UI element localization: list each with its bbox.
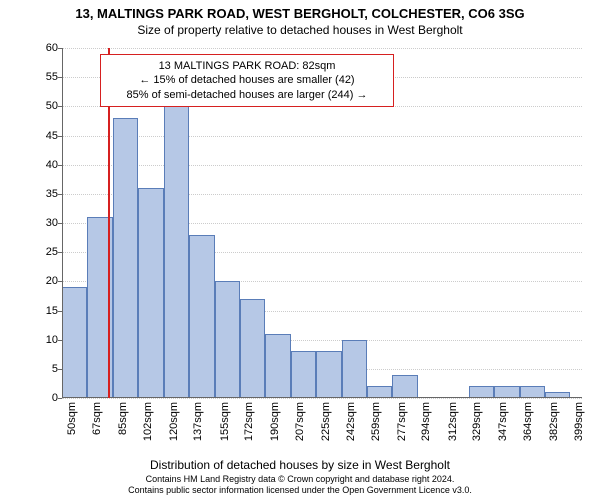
annotation-line: ← 15% of detached houses are smaller (42… xyxy=(109,73,385,87)
histogram-bar xyxy=(265,334,290,398)
histogram-bar xyxy=(240,299,265,398)
x-tick-label: 259sqm xyxy=(370,402,382,462)
y-tick-label: 20 xyxy=(28,275,58,287)
x-tick-label: 67sqm xyxy=(91,402,103,462)
x-tick-label: 277sqm xyxy=(396,402,408,462)
annotation-line: 13 MALTINGS PARK ROAD: 82sqm xyxy=(109,59,385,73)
x-tick-label: 364sqm xyxy=(522,402,534,462)
x-tick-label: 312sqm xyxy=(447,402,459,462)
y-tick-label: 45 xyxy=(28,130,58,142)
y-axis-line xyxy=(62,48,63,398)
histogram-bar xyxy=(164,106,189,398)
y-tick-label: 5 xyxy=(28,363,58,375)
attribution-line2: Contains public sector information licen… xyxy=(0,485,600,496)
x-tick-label: 329sqm xyxy=(471,402,483,462)
x-tick-label: 399sqm xyxy=(573,402,585,462)
grid-line xyxy=(62,165,582,166)
x-axis-label: Distribution of detached houses by size … xyxy=(0,458,600,472)
annotation-box: 13 MALTINGS PARK ROAD: 82sqm← 15% of det… xyxy=(100,54,394,107)
grid-line xyxy=(62,136,582,137)
histogram-bar xyxy=(291,351,316,398)
y-tick-mark xyxy=(58,398,62,399)
x-tick-label: 190sqm xyxy=(269,402,281,462)
x-tick-label: 155sqm xyxy=(219,402,231,462)
y-tick-label: 15 xyxy=(28,305,58,317)
grid-line xyxy=(62,48,582,49)
histogram-bar xyxy=(113,118,138,398)
y-tick-label: 50 xyxy=(28,100,58,112)
x-tick-label: 137sqm xyxy=(192,402,204,462)
y-tick-label: 55 xyxy=(28,71,58,83)
chart-title-2: Size of property relative to detached ho… xyxy=(0,23,600,37)
x-tick-label: 207sqm xyxy=(294,402,306,462)
y-tick-label: 10 xyxy=(28,334,58,346)
x-tick-label: 225sqm xyxy=(320,402,332,462)
x-tick-label: 347sqm xyxy=(497,402,509,462)
attribution-line1: Contains HM Land Registry data © Crown c… xyxy=(0,474,600,485)
x-tick-label: 85sqm xyxy=(117,402,129,462)
plot-area: 05101520253035404550556050sqm67sqm85sqm1… xyxy=(62,48,582,418)
y-tick-label: 60 xyxy=(28,42,58,54)
histogram-bar xyxy=(138,188,163,398)
x-tick-label: 172sqm xyxy=(243,402,255,462)
x-tick-label: 102sqm xyxy=(142,402,154,462)
histogram-bar xyxy=(342,340,367,398)
x-tick-label: 120sqm xyxy=(168,402,180,462)
histogram-bar xyxy=(189,235,214,398)
y-tick-label: 40 xyxy=(28,159,58,171)
histogram-bar xyxy=(215,281,240,398)
y-tick-label: 35 xyxy=(28,188,58,200)
grid-line xyxy=(62,398,582,399)
annotation-line: 85% of semi-detached houses are larger (… xyxy=(109,88,385,102)
y-tick-label: 30 xyxy=(28,217,58,229)
histogram-bar xyxy=(62,287,87,398)
histogram-bar xyxy=(392,375,417,398)
x-axis-line xyxy=(62,397,582,398)
chart-title-1: 13, MALTINGS PARK ROAD, WEST BERGHOLT, C… xyxy=(0,6,600,21)
y-tick-label: 25 xyxy=(28,246,58,258)
x-tick-label: 382sqm xyxy=(548,402,560,462)
histogram-bar xyxy=(316,351,341,398)
x-tick-label: 50sqm xyxy=(66,402,78,462)
x-tick-label: 294sqm xyxy=(420,402,432,462)
x-tick-label: 242sqm xyxy=(345,402,357,462)
attribution: Contains HM Land Registry data © Crown c… xyxy=(0,474,600,496)
y-tick-label: 0 xyxy=(28,392,58,404)
